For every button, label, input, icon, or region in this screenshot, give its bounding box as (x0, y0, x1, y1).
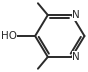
Text: N: N (73, 52, 80, 62)
Text: N: N (73, 10, 80, 20)
Text: HO: HO (1, 31, 17, 41)
